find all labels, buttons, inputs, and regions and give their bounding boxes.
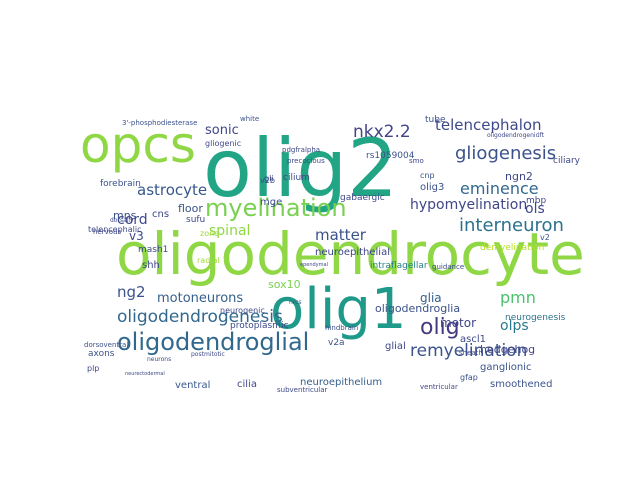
word-zone: zone [200,229,219,238]
word-ols: ols [525,201,545,217]
word-neurons: neurons [147,356,171,363]
word-mns: mns [113,209,137,222]
word-smo: smo [409,157,424,165]
word-oligodendrogenesis: oligodendrogenesis [117,307,283,327]
word-subventricular: subventricular [277,386,327,394]
word-neurogenic: neurogenic [220,306,265,315]
word-glial: glial [385,341,406,352]
word-gabaergic: gabaergic [340,193,385,203]
word-neuroepithelium: neuroepithelium [300,377,382,388]
word-forebrain: forebrain [100,179,141,189]
word-ependymal: ependymal [300,262,328,268]
word-sonic: sonic [205,123,239,138]
word-glia: glia [420,291,442,305]
word-oligodendrogenic: oligodendrogenic [487,132,539,139]
word-gfap: gfap [460,373,478,382]
word-myelination: myelination [205,194,347,222]
word-mash1: mash1 [138,245,168,255]
word-axons: axons [88,349,115,359]
word-oligodendroglial: oligodendroglial [117,328,309,356]
word-sox10: sox10 [268,278,301,291]
word-nrcs: nrcs [289,299,302,306]
word-remyelination: remyelination [410,341,527,361]
word-dorsoventral: dorsoventral [84,341,128,349]
word-olig1: olig1 [270,277,407,342]
word-v3: v3 [129,229,144,243]
word-motor: motor [440,316,476,330]
word-nervous: nervous [93,228,121,236]
word-oligodendrocyte: oligodendrocyte [116,220,585,288]
word-neurectodermal: neurectodermal [125,371,165,377]
word-white: white [240,115,259,123]
word-oligodendroglia: oligodendroglia [375,302,460,315]
word-protoplasmic: protoplasmic [230,321,288,331]
word-cns: cns [152,209,169,220]
word-olig2: olig2 [203,122,398,215]
word-hypomyelination: hypomyelination [410,197,527,213]
word-cilium: cilium [283,173,310,183]
word-pdgfralpha: pdgfralpha [282,146,320,154]
word-ciliary: ciliary [553,156,581,166]
word-v2a: v2a [328,338,345,348]
word-ventral: ventral [175,380,210,391]
word-mge: mge [260,197,282,208]
word-olps: olps [500,318,529,334]
word-gliogenic: gliogenic [205,139,241,148]
word-matter: matter [315,226,367,244]
word-sheath: sheath [459,349,483,357]
word-mbp: mbp [526,196,546,206]
word-cord: cord [117,212,148,228]
word-hedgehog: hedgehog [480,343,535,356]
word-gliogenesis: gliogenesis [455,143,556,164]
word-olig: olig [420,315,460,340]
word-v2b: v2b [260,176,275,185]
word-postmitotic: postmitotic [191,351,225,358]
word-v2: v2 [540,233,550,242]
word-ganglionic: ganglionic [480,362,531,373]
word-3-phosphodiesterase: 3'-phosphodiesterase [122,119,197,127]
word-ng2: ng2 [117,283,146,301]
word-astrocyte: astrocyte [137,181,207,199]
word-smoothened: smoothened [490,379,552,390]
word-cilia: cilia [237,379,257,390]
word-interneuron: interneuron [459,215,564,236]
word-ngn2: ngn2 [505,170,533,183]
word-ventricular: ventricular [420,383,458,391]
word-pmn: pmn [500,288,536,307]
word-nkx2-2: nkx2.2 [353,122,411,142]
word-shh: shh [142,260,160,271]
word-plp: plp [87,364,99,373]
word-demyelination: demyelination [480,243,544,253]
word-ift: ift [538,132,545,139]
word-motoneurons: motoneurons [157,291,243,306]
word-sufu: sufu [186,215,205,225]
word-guidance: guidance [432,263,464,271]
word-floor: floor [178,202,203,215]
word-neurogenesis: neurogenesis [505,313,566,323]
word-dorsally: dorsally [110,217,134,224]
word-telencephalon: telencephalon [435,116,542,134]
word-hindbrain: hindbrain [325,324,358,332]
word-tube: tube [425,115,446,125]
word-rs1059004: rs1059004 [366,151,415,161]
word-opcs: opcs [80,116,196,174]
word-olig3: olig3 [420,182,444,193]
word-ascl1: ascl1 [460,334,486,345]
word-precocious: precocious [287,157,325,165]
word-neuroepithelial: neuroepithelial [315,247,390,258]
word-cnp: cnp [420,171,435,180]
word-telencephalic: telencephalic [88,225,142,234]
word-radial: radial [197,256,220,265]
word-gli: gli [264,174,274,183]
word-spinal: spinal [209,223,250,239]
word-eminence: eminence [460,179,539,198]
word-intraflagellar: intraflagellar [370,261,428,271]
